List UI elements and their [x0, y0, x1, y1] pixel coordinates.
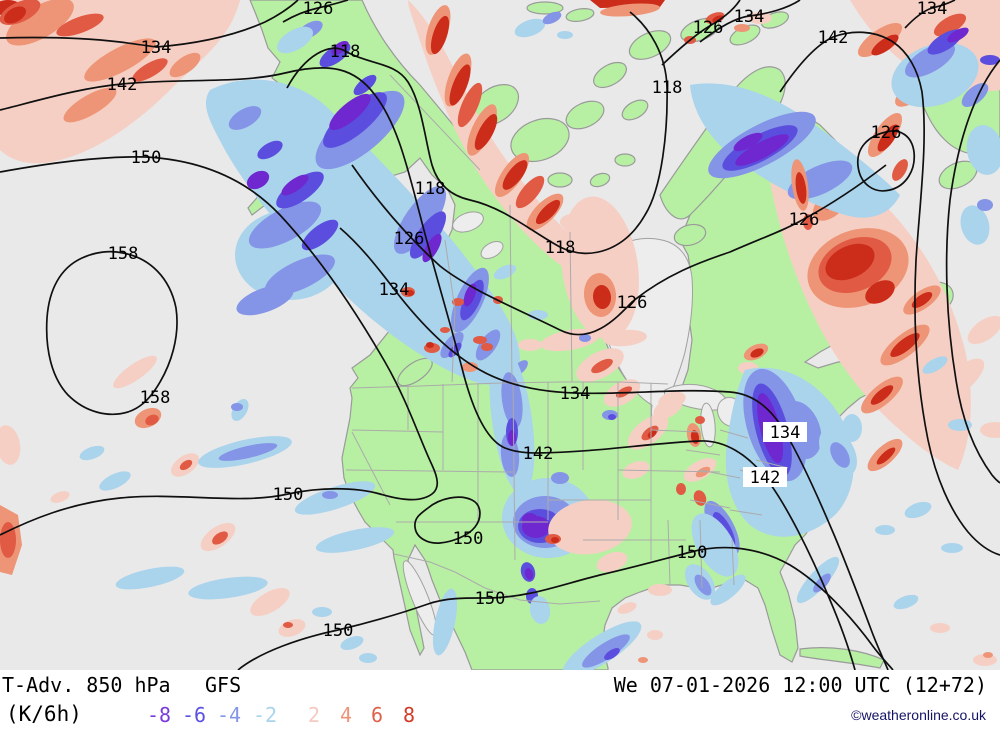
- contour-value-label: 142: [818, 28, 849, 48]
- arctic-island: [565, 8, 595, 22]
- contour-value-label: 126: [394, 229, 425, 249]
- contour-value-label: 118: [545, 238, 576, 258]
- copyright-text: ©weatheronline.co.uk: [851, 707, 986, 723]
- map-canvas: 126 134 118 142 150 158 158 118 126 134 118 126 134 1…: [0, 0, 1000, 670]
- legend-value--6: -6: [182, 703, 207, 727]
- model-name: GFS: [205, 673, 242, 697]
- contour-value-label: 134: [734, 7, 765, 27]
- contour-value-label: 134: [770, 423, 801, 443]
- contour-value-label: 142: [750, 468, 781, 488]
- contour-value-label: 150: [677, 543, 708, 563]
- legend-value--4: -4: [217, 703, 242, 727]
- contour-value-label: 150: [131, 148, 162, 168]
- arctic-island: [547, 172, 573, 188]
- contour-value-label: 134: [379, 280, 410, 300]
- contour-label-box: [763, 422, 807, 442]
- contour-value-label: 134: [917, 0, 948, 19]
- arctic-island: [589, 172, 611, 188]
- arctic-island: [593, 61, 627, 89]
- contour-value-label: 158: [108, 244, 139, 264]
- arctic-island: [565, 100, 605, 130]
- contour-value-label: 150: [273, 485, 304, 505]
- contour-value-label: 150: [453, 529, 484, 549]
- contour-value-label: 142: [523, 444, 554, 464]
- contour-lines-group: [0, 0, 1000, 670]
- legend-value-8: 8: [403, 703, 416, 727]
- valid-time: We 07-01-2026 12:00 UTC (12+72): [613, 673, 987, 697]
- contour-value-label: 126: [617, 293, 648, 313]
- arctic-island: [526, 1, 564, 15]
- contour-value-label: 142: [107, 75, 138, 95]
- great-bear-lake: [480, 240, 504, 260]
- arctic-island: [621, 99, 649, 121]
- contour-value-label: 150: [323, 621, 354, 641]
- legend-value-6: 6: [371, 703, 384, 727]
- contour-value-label: 126: [789, 210, 820, 230]
- great-slave-lake: [452, 211, 484, 233]
- legend-value-2: 2: [308, 703, 321, 727]
- legend-value-4: 4: [340, 703, 353, 727]
- cuba: [799, 647, 885, 669]
- contour-value-label: 150: [475, 589, 506, 609]
- contour-value-label: 118: [415, 179, 446, 199]
- border-lines-group: [345, 74, 789, 605]
- map-footer: T-Adv. 850 hPa GFS We 07-01-2026 12:00 U…: [0, 670, 1000, 733]
- units-label: (K/6h): [6, 702, 82, 726]
- footer-row-2: (K/6h) -8 -6 -4 -2 2 4 6 8 ©weatheronline.co.uk: [0, 702, 1000, 727]
- arctic-island: [673, 223, 707, 247]
- lake-michigan: [700, 402, 716, 448]
- legend-value--8: -8: [147, 703, 172, 727]
- contour-value-label: 118: [652, 78, 683, 98]
- contour-label-box: [743, 467, 787, 487]
- arctic-island: [510, 117, 570, 163]
- contour-value-label: 126: [871, 123, 902, 143]
- footer-row-1: T-Adv. 850 hPa GFS We 07-01-2026 12:00 U…: [0, 673, 1000, 697]
- contour-value-label: 134: [560, 384, 591, 404]
- contour-value-label: 158: [140, 388, 171, 408]
- product-title: T-Adv. 850 hPa: [2, 673, 171, 697]
- contour-value-label: 126: [693, 18, 724, 38]
- contour-value-label: 118: [330, 42, 361, 62]
- contour-value-label: 134: [141, 38, 172, 58]
- advection-fill-group: [0, 0, 1000, 670]
- legend-value--2: -2: [253, 703, 278, 727]
- arctic-island: [614, 153, 636, 167]
- contour-value-label: 126: [303, 0, 334, 19]
